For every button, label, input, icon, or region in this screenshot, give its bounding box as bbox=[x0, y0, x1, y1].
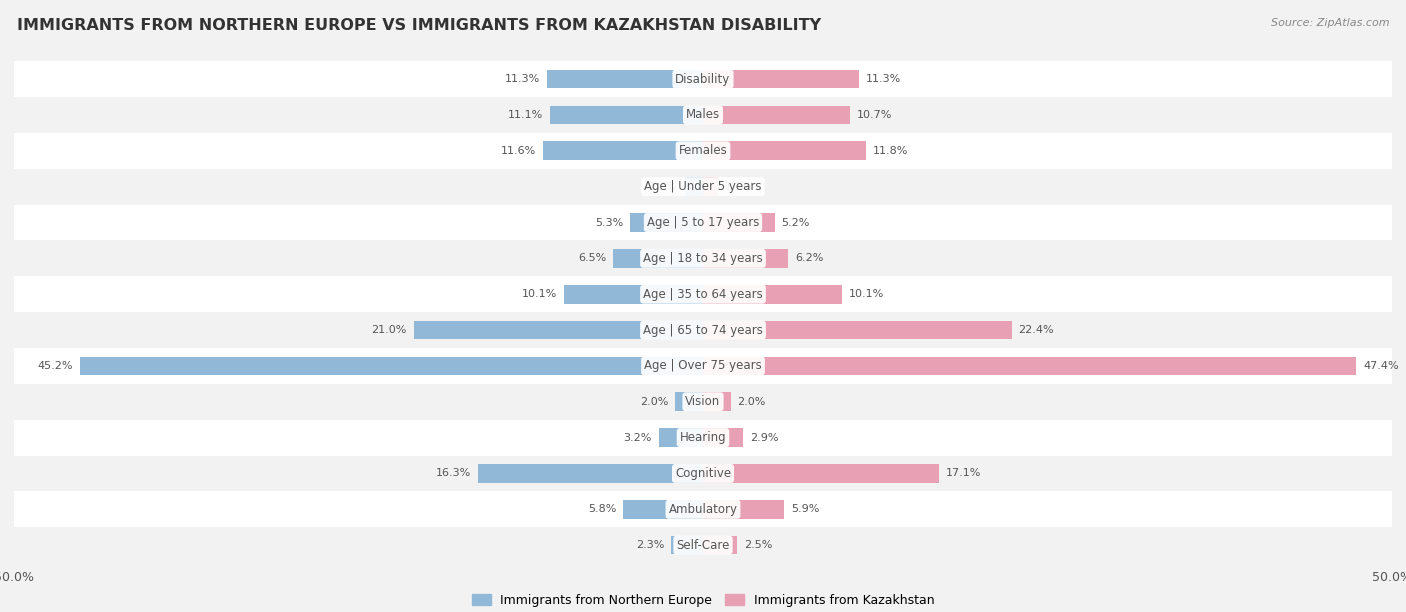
Bar bbox=[547, 70, 703, 89]
Bar bbox=[14, 204, 1392, 241]
Text: Age | 65 to 74 years: Age | 65 to 74 years bbox=[643, 324, 763, 337]
Text: 11.6%: 11.6% bbox=[501, 146, 536, 156]
Text: Age | 5 to 17 years: Age | 5 to 17 years bbox=[647, 216, 759, 229]
Text: 1.1%: 1.1% bbox=[725, 182, 754, 192]
Text: 2.3%: 2.3% bbox=[636, 540, 665, 550]
Bar bbox=[80, 357, 703, 375]
Bar bbox=[703, 500, 785, 518]
Bar bbox=[14, 455, 1392, 491]
Text: 6.5%: 6.5% bbox=[578, 253, 606, 263]
Text: Hearing: Hearing bbox=[679, 431, 727, 444]
Text: Age | 35 to 64 years: Age | 35 to 64 years bbox=[643, 288, 763, 300]
Text: 5.3%: 5.3% bbox=[595, 217, 623, 228]
Text: Age | 18 to 34 years: Age | 18 to 34 years bbox=[643, 252, 763, 265]
Bar bbox=[14, 312, 1392, 348]
Text: 45.2%: 45.2% bbox=[38, 361, 73, 371]
Text: Source: ZipAtlas.com: Source: ZipAtlas.com bbox=[1271, 18, 1389, 28]
Text: 21.0%: 21.0% bbox=[371, 325, 406, 335]
Bar bbox=[14, 348, 1392, 384]
Bar bbox=[14, 384, 1392, 420]
Text: 2.5%: 2.5% bbox=[744, 540, 773, 550]
Text: 10.1%: 10.1% bbox=[849, 289, 884, 299]
Bar bbox=[14, 169, 1392, 204]
Bar bbox=[478, 464, 703, 483]
Text: 47.4%: 47.4% bbox=[1362, 361, 1399, 371]
Bar bbox=[14, 420, 1392, 455]
Bar bbox=[703, 464, 939, 483]
Bar bbox=[550, 106, 703, 124]
Text: 6.2%: 6.2% bbox=[796, 253, 824, 263]
Text: 17.1%: 17.1% bbox=[945, 468, 981, 479]
Bar bbox=[14, 276, 1392, 312]
Bar bbox=[623, 500, 703, 518]
Text: 5.2%: 5.2% bbox=[782, 217, 810, 228]
Bar bbox=[703, 392, 731, 411]
Text: Males: Males bbox=[686, 108, 720, 121]
Text: Vision: Vision bbox=[685, 395, 721, 408]
Bar bbox=[14, 61, 1392, 97]
Text: 2.0%: 2.0% bbox=[640, 397, 669, 407]
Text: 3.2%: 3.2% bbox=[624, 433, 652, 442]
Text: Females: Females bbox=[679, 144, 727, 157]
Text: 11.3%: 11.3% bbox=[866, 74, 901, 84]
Text: 5.9%: 5.9% bbox=[792, 504, 820, 514]
Text: 11.3%: 11.3% bbox=[505, 74, 540, 84]
Text: Age | Over 75 years: Age | Over 75 years bbox=[644, 359, 762, 372]
Text: 22.4%: 22.4% bbox=[1018, 325, 1054, 335]
Text: 10.7%: 10.7% bbox=[858, 110, 893, 120]
Bar bbox=[14, 97, 1392, 133]
Bar bbox=[703, 321, 1012, 340]
Text: IMMIGRANTS FROM NORTHERN EUROPE VS IMMIGRANTS FROM KAZAKHSTAN DISABILITY: IMMIGRANTS FROM NORTHERN EUROPE VS IMMIG… bbox=[17, 18, 821, 34]
Text: Disability: Disability bbox=[675, 73, 731, 86]
Text: 11.8%: 11.8% bbox=[873, 146, 908, 156]
Bar bbox=[703, 70, 859, 89]
Bar bbox=[703, 141, 866, 160]
Bar bbox=[659, 428, 703, 447]
Bar bbox=[671, 536, 703, 554]
Bar bbox=[543, 141, 703, 160]
Text: 2.9%: 2.9% bbox=[749, 433, 779, 442]
Bar bbox=[703, 357, 1357, 375]
Text: 11.1%: 11.1% bbox=[508, 110, 543, 120]
Text: Ambulatory: Ambulatory bbox=[668, 503, 738, 516]
Bar bbox=[14, 491, 1392, 527]
Bar bbox=[564, 285, 703, 304]
Text: 5.8%: 5.8% bbox=[588, 504, 616, 514]
Legend: Immigrants from Northern Europe, Immigrants from Kazakhstan: Immigrants from Northern Europe, Immigra… bbox=[467, 589, 939, 612]
Bar bbox=[703, 285, 842, 304]
Bar bbox=[703, 177, 718, 196]
Bar bbox=[613, 249, 703, 267]
Text: Self-Care: Self-Care bbox=[676, 539, 730, 551]
Text: Cognitive: Cognitive bbox=[675, 467, 731, 480]
Text: 2.0%: 2.0% bbox=[738, 397, 766, 407]
Bar bbox=[685, 177, 703, 196]
Text: 16.3%: 16.3% bbox=[436, 468, 471, 479]
Bar bbox=[630, 213, 703, 232]
Bar bbox=[14, 527, 1392, 563]
Bar bbox=[703, 213, 775, 232]
Text: 10.1%: 10.1% bbox=[522, 289, 557, 299]
Bar bbox=[675, 392, 703, 411]
Bar bbox=[413, 321, 703, 340]
Bar bbox=[14, 241, 1392, 276]
Bar bbox=[703, 428, 742, 447]
Text: Age | Under 5 years: Age | Under 5 years bbox=[644, 180, 762, 193]
Bar bbox=[703, 106, 851, 124]
Bar bbox=[14, 133, 1392, 169]
Text: 1.3%: 1.3% bbox=[650, 182, 678, 192]
Bar bbox=[703, 536, 738, 554]
Bar bbox=[703, 249, 789, 267]
